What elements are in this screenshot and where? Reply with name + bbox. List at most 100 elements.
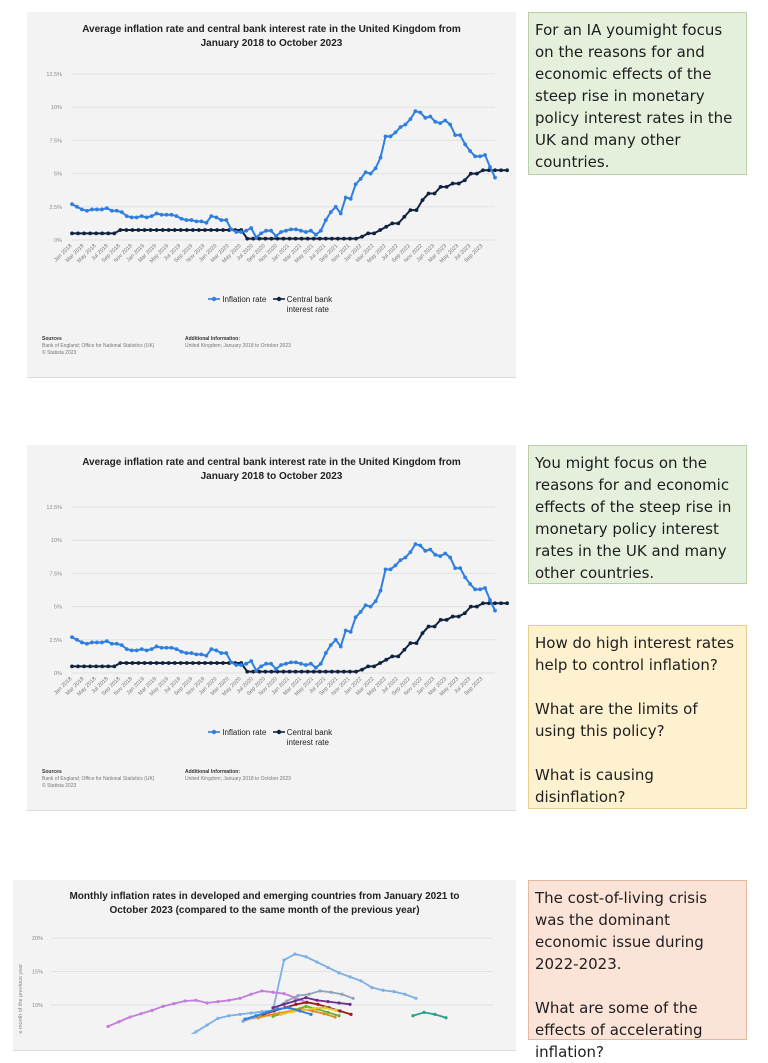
data-point-inflation bbox=[80, 207, 84, 212]
data-point-bank-rate bbox=[414, 641, 419, 646]
data-point-inflation bbox=[209, 647, 214, 651]
data-point-inflation bbox=[478, 587, 482, 592]
data-point-violet bbox=[227, 998, 231, 1002]
data-point-yellow bbox=[323, 1006, 327, 1010]
data-point-bank-rate bbox=[70, 664, 74, 669]
data-point-bank-rate bbox=[70, 231, 74, 236]
y-tick-label: 10% bbox=[32, 1003, 43, 1009]
data-point-inflation bbox=[239, 230, 244, 234]
data-point-bank-rate bbox=[444, 617, 449, 622]
data-point-bank-rate bbox=[420, 631, 425, 636]
data-point-inflation bbox=[453, 566, 458, 570]
data-point-light-blue bbox=[260, 1010, 264, 1014]
data-point-inflation bbox=[99, 207, 104, 212]
data-point-light-blue bbox=[381, 988, 385, 992]
data-point-bank-rate bbox=[366, 664, 370, 669]
legend-inflation: Inflation rate bbox=[208, 728, 266, 737]
data-point-inflation bbox=[368, 171, 373, 176]
data-point-inflation bbox=[393, 563, 398, 568]
chart-title: Average inflation rate and central bank … bbox=[27, 456, 516, 484]
data-point-bank-rate bbox=[197, 661, 201, 665]
data-point-inflation bbox=[134, 215, 139, 220]
data-point-violet bbox=[117, 1020, 121, 1024]
data-point-bank-rate bbox=[154, 661, 159, 665]
chart-title: Average inflation rate and central bank … bbox=[27, 23, 516, 51]
data-point-bank-rate bbox=[384, 657, 389, 662]
data-point-gray-blue bbox=[318, 989, 322, 993]
data-point-inflation bbox=[443, 118, 448, 123]
y-tick-label: 7.5% bbox=[49, 138, 62, 144]
data-point-violet bbox=[205, 1001, 209, 1005]
sources-text: Bank of England; Office for National Sta… bbox=[42, 343, 155, 349]
data-point-bank-rate bbox=[408, 208, 413, 213]
data-point-bank-rate bbox=[142, 228, 147, 232]
data-point-inflation bbox=[154, 211, 159, 216]
data-point-orange bbox=[256, 1016, 260, 1020]
data-point-inflation bbox=[99, 640, 104, 645]
data-point-green bbox=[271, 1014, 275, 1018]
data-point-bank-rate bbox=[438, 617, 443, 622]
legend-label-bank-rate-2: interest rate bbox=[286, 738, 329, 747]
data-point-teal bbox=[433, 1012, 437, 1016]
data-point-inflation bbox=[274, 234, 278, 238]
data-point-inflation bbox=[75, 637, 79, 642]
legend-label-bank-rate-1: Central bank bbox=[286, 295, 333, 304]
data-point-inflation bbox=[80, 640, 84, 645]
data-point-inflation bbox=[189, 218, 194, 222]
legend-bank-rate: Central bank interest rate bbox=[272, 728, 332, 748]
data-point-bank-rate bbox=[378, 661, 383, 665]
data-point-inflation bbox=[488, 165, 492, 169]
data-point-bank-rate bbox=[329, 669, 334, 674]
data-point-bank-rate bbox=[432, 191, 437, 196]
data-point-inflation bbox=[388, 567, 393, 572]
series-line-purple bbox=[272, 996, 351, 1009]
data-point-inflation bbox=[373, 166, 378, 171]
data-point-inflation bbox=[433, 552, 438, 557]
data-point-inflation bbox=[244, 228, 249, 233]
data-point-inflation bbox=[85, 208, 89, 213]
y-tick-label: 20% bbox=[32, 936, 43, 942]
legend-inflation: Inflation rate bbox=[208, 295, 266, 304]
data-point-inflation bbox=[294, 227, 298, 232]
data-point-inflation bbox=[204, 220, 209, 225]
data-point-orange bbox=[322, 1012, 326, 1016]
y-tick-label: 5% bbox=[54, 605, 62, 611]
data-point-bank-rate bbox=[408, 641, 413, 646]
data-point-inflation bbox=[214, 648, 219, 653]
data-point-purple bbox=[271, 1006, 275, 1010]
data-point-inflation bbox=[313, 232, 318, 237]
data-point-inflation bbox=[149, 214, 154, 218]
data-point-inflation bbox=[144, 648, 149, 653]
data-point-light-blue bbox=[370, 985, 374, 990]
data-point-bank-rate bbox=[342, 236, 346, 241]
data-point-bank-rate bbox=[190, 228, 195, 232]
y-tick-label: 12.5% bbox=[46, 72, 62, 78]
data-point-bank-rate bbox=[257, 236, 262, 241]
data-point-bank-rate bbox=[348, 236, 352, 241]
data-point-violet bbox=[249, 992, 253, 996]
y-tick-label: 7.5% bbox=[49, 571, 62, 577]
data-point-inflation bbox=[303, 663, 308, 667]
data-point-bank-rate bbox=[215, 661, 219, 665]
legend-marker-inflation bbox=[208, 296, 220, 302]
data-point-bank-rate bbox=[251, 669, 256, 674]
data-point-bank-rate bbox=[481, 168, 485, 173]
data-point-bank-rate bbox=[88, 664, 93, 669]
data-point-inflation bbox=[269, 661, 273, 666]
data-point-inflation bbox=[343, 195, 348, 200]
data-point-purple bbox=[282, 1002, 286, 1006]
data-point-inflation bbox=[363, 170, 368, 175]
data-point-inflation bbox=[448, 122, 453, 127]
data-point-bank-rate bbox=[190, 661, 195, 665]
data-point-inflation bbox=[119, 210, 124, 215]
data-point-bank-rate bbox=[305, 669, 310, 674]
data-point-violet bbox=[161, 1004, 165, 1008]
data-point-inflation bbox=[313, 665, 318, 670]
data-point-inflation bbox=[124, 214, 129, 218]
data-point-purple bbox=[326, 1000, 330, 1004]
data-point-bank-rate bbox=[136, 661, 141, 665]
data-point-bank-rate bbox=[178, 228, 183, 232]
y-tick-label: 2.5% bbox=[49, 638, 62, 644]
data-point-bank-rate bbox=[396, 654, 401, 659]
data-point-bank-rate bbox=[293, 236, 298, 241]
